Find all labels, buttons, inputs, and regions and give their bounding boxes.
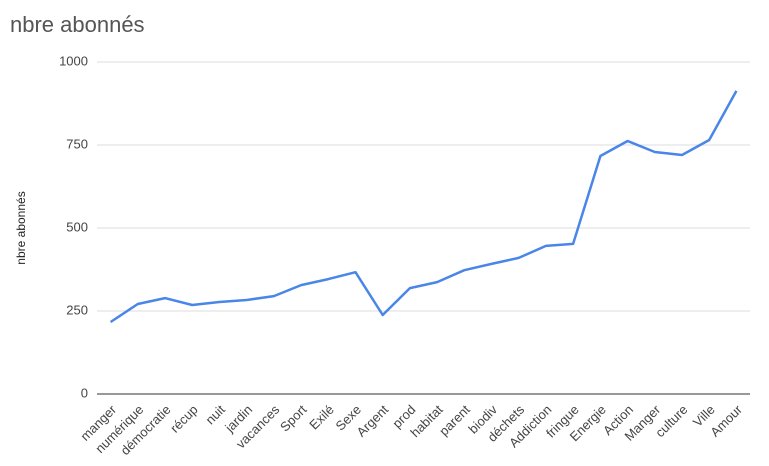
y-tick-label: 1000 [59, 53, 88, 68]
x-tick-label: Sport [277, 402, 310, 435]
y-axis-label: nbre abonnés [14, 191, 28, 264]
x-tick-label: Argent [354, 402, 392, 440]
y-tick-label: 750 [66, 136, 88, 151]
data-line [109, 90, 738, 324]
chart-title: nbre abonnés [10, 12, 145, 37]
y-tick-label: 250 [66, 302, 88, 317]
x-tick-label: Exilé [306, 402, 337, 433]
x-tick-label: récup [167, 402, 201, 436]
x-tick-label: Amour [707, 401, 745, 439]
y-tick-label: 0 [81, 385, 88, 400]
y-tick-label: 500 [66, 219, 88, 234]
x-tick-label: parent [436, 402, 473, 439]
